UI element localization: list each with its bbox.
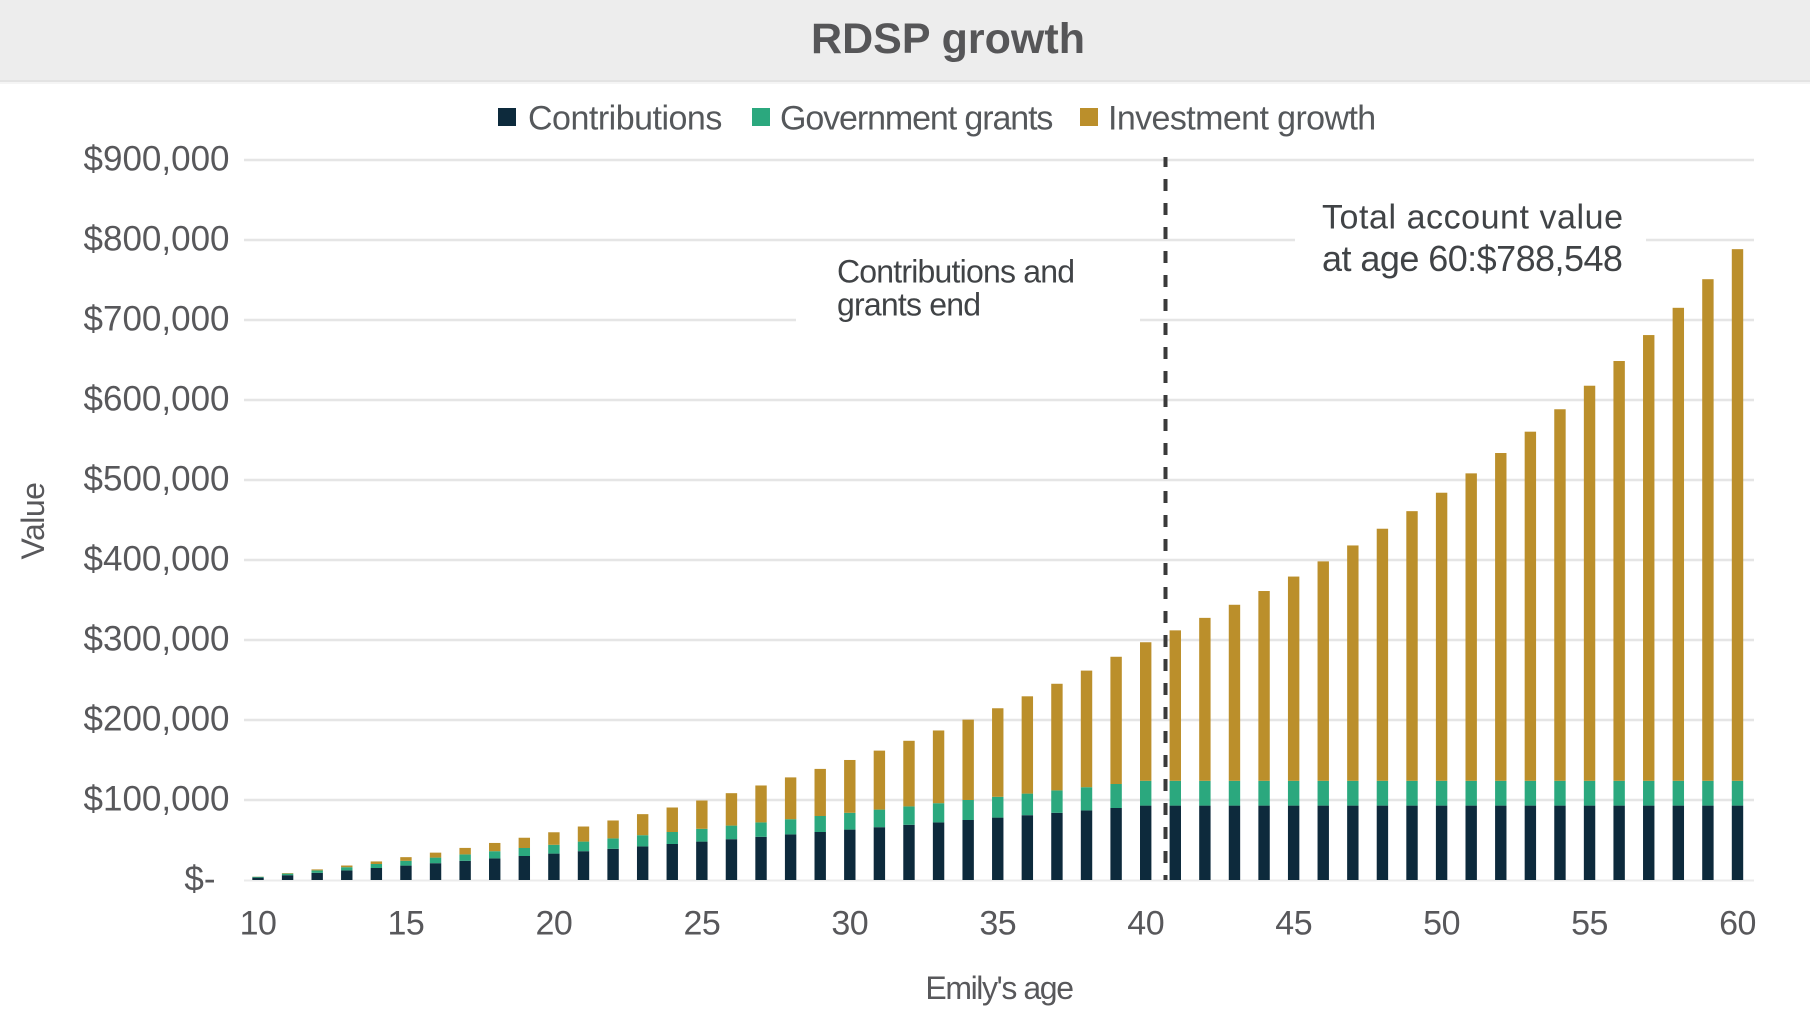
svg-text:$200,000: $200,000 [84, 700, 230, 739]
svg-text:35: 35 [979, 905, 1016, 943]
svg-text:$400,000: $400,000 [84, 540, 230, 579]
svg-text:Contributions and: Contributions and [837, 254, 1074, 290]
svg-text:Contributions: Contributions [528, 100, 722, 138]
svg-text:55: 55 [1571, 905, 1608, 943]
svg-text:$100,000: $100,000 [84, 780, 230, 819]
svg-text:Total account value: Total account value [1322, 198, 1624, 236]
svg-text:Government grants: Government grants [780, 100, 1052, 138]
svg-text:$300,000: $300,000 [84, 620, 230, 659]
svg-text:at age 60:$788,548: at age 60:$788,548 [1322, 238, 1622, 279]
svg-text:25: 25 [683, 905, 720, 943]
svg-text:$600,000: $600,000 [84, 380, 230, 419]
svg-text:10: 10 [240, 905, 277, 943]
svg-text:40: 40 [1127, 905, 1164, 943]
svg-text:$800,000: $800,000 [84, 220, 230, 259]
svg-text:Emily's age: Emily's age [925, 970, 1073, 1006]
svg-text:15: 15 [387, 905, 424, 943]
svg-text:30: 30 [831, 905, 868, 943]
svg-text:Value: Value [15, 483, 51, 560]
svg-text:20: 20 [535, 905, 572, 943]
svg-text:RDSP growth: RDSP growth [811, 15, 1085, 63]
svg-text:$900,000: $900,000 [84, 140, 230, 179]
svg-text:60: 60 [1719, 905, 1756, 943]
svg-text:$700,000: $700,000 [84, 300, 230, 339]
svg-text:45: 45 [1275, 905, 1312, 943]
svg-text:50: 50 [1423, 905, 1460, 943]
svg-text:grants end: grants end [837, 287, 980, 323]
svg-text:$500,000: $500,000 [84, 460, 230, 499]
svg-text:$-: $- [184, 860, 215, 899]
svg-text:Investment growth: Investment growth [1108, 100, 1376, 138]
